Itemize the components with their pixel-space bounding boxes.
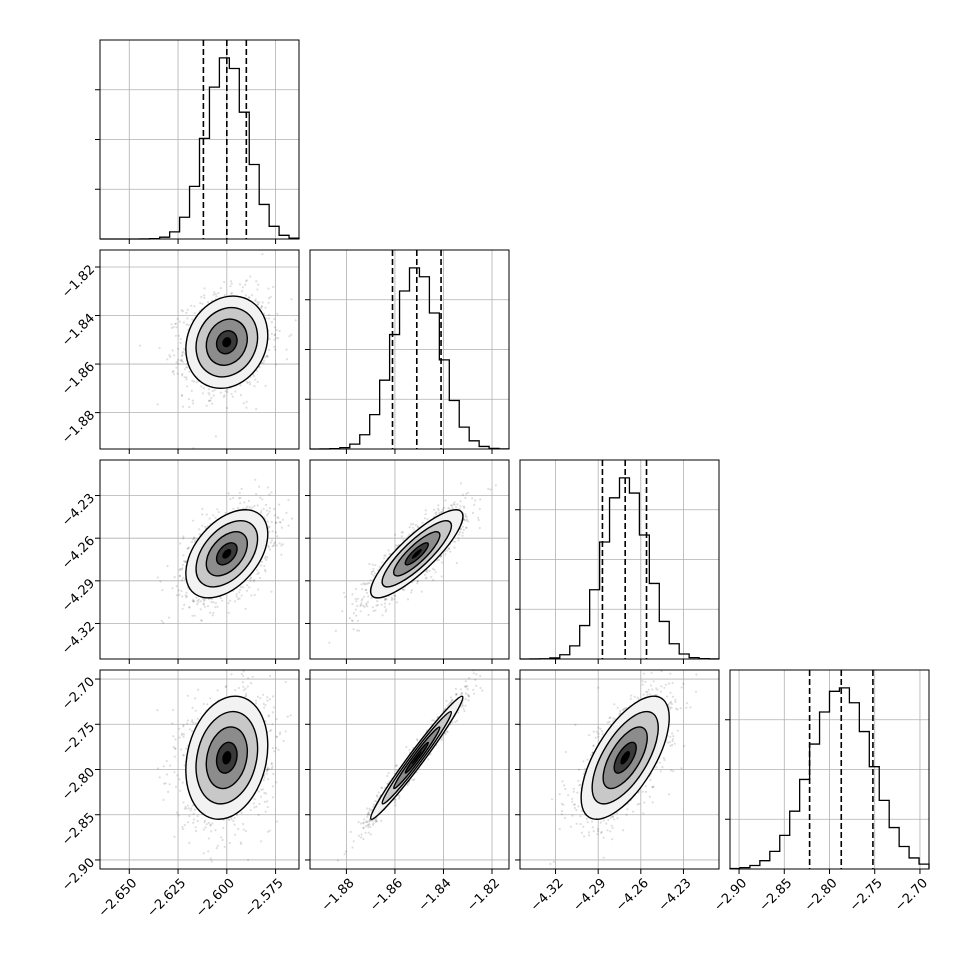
y-tick-label: −4.29: [59, 576, 98, 615]
x-tick-label: −1.88: [319, 876, 358, 915]
density-contour: [222, 337, 232, 348]
density-panel-2-3: [305, 459, 510, 664]
y-tick-label: −2.80: [59, 765, 98, 804]
x-tick-label: −4.23: [656, 876, 695, 915]
panel-frame: [99, 459, 300, 660]
x-tick-label: −2.650: [96, 876, 141, 921]
x-tick-label: −1.84: [416, 876, 455, 915]
y-tick-label: −2.75: [59, 720, 98, 759]
density-panel-1-2: −1.88 −1.86 −1.84 −1.82: [59, 249, 300, 454]
histogram-panel-3: [515, 459, 720, 664]
histogram-step: [100, 57, 300, 240]
x-tick-label: −2.625: [145, 876, 190, 921]
density-contour: [222, 750, 232, 765]
x-tick-label: −1.86: [367, 876, 406, 915]
x-tick-label: −2.85: [757, 876, 796, 915]
histogram-step: [309, 267, 510, 450]
density-contour: [411, 750, 422, 765]
y-tick-label: −1.82: [59, 262, 98, 301]
y-tick-label: −4.23: [59, 491, 98, 530]
y-tick-label: −4.32: [59, 619, 98, 658]
x-tick-label: −2.90: [711, 876, 750, 915]
panel-frame: [309, 459, 510, 660]
histogram-step: [519, 477, 720, 660]
density-panel-1-4: −2.650 −2.625 −2.600 −2.575 −2.90 −2.85 −2.80 −…: [59, 669, 300, 921]
histogram-panel-1: [95, 39, 300, 244]
panel-frame: [99, 249, 300, 450]
x-tick-label: −2.70: [892, 876, 931, 915]
y-tick-label: −4.26: [59, 534, 98, 573]
density-panel-1-3: −4.32 −4.29−4.26 −4.23: [59, 459, 300, 664]
y-tick-label: −1.86: [59, 360, 98, 399]
density-panel-3-4: −4.32 −4.29 −4.26 −4.23: [515, 669, 720, 915]
x-tick-label: −1.82: [464, 876, 503, 915]
histogram-panel-4: −2.90 −2.85 −2.80 −2.75 −2.70: [711, 669, 931, 915]
x-tick-label: −4.32: [528, 876, 567, 915]
y-tick-label: −2.85: [59, 810, 98, 849]
y-tick-label: −2.70: [59, 674, 98, 713]
x-tick-label: −2.80: [802, 876, 841, 915]
y-tick-label: −2.90: [59, 855, 98, 894]
density-contour: [620, 750, 631, 765]
histogram-panel-2: [305, 249, 510, 454]
density-contour: [222, 548, 232, 559]
histogram-step: [729, 687, 930, 870]
density-contour: [411, 548, 422, 559]
density-panel-2-4: −1.88 −1.86 −1.84 −1.82: [305, 669, 510, 915]
y-tick-label: −1.84: [59, 311, 98, 350]
x-tick-label: −2.600: [193, 876, 238, 921]
y-tick-label: −1.88: [59, 408, 98, 447]
x-tick-label: −4.26: [613, 876, 652, 915]
x-tick-label: −2.75: [847, 876, 886, 915]
x-tick-label: −4.29: [570, 876, 609, 915]
x-tick-label: −2.575: [242, 876, 287, 921]
